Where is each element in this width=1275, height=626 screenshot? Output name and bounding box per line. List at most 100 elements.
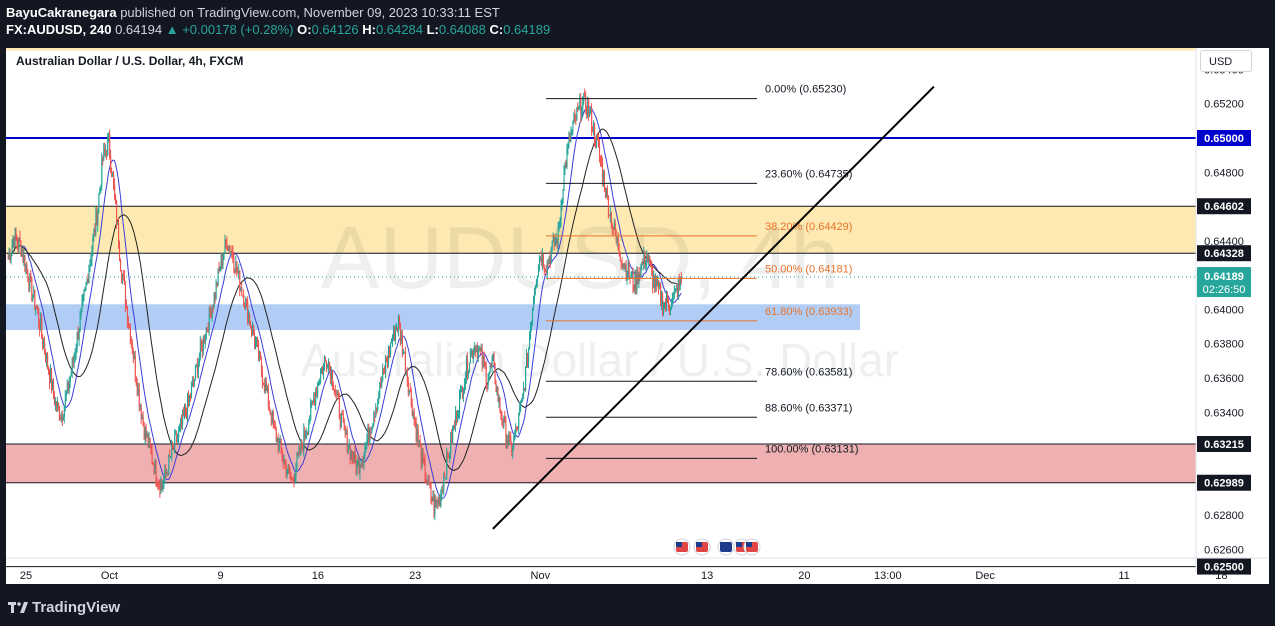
candle-body [569,136,571,141]
candle-body [191,386,193,398]
candle-body [565,163,567,168]
level-label-bg [1197,130,1251,146]
candle [288,463,290,474]
candle-body [129,326,131,343]
candle-body [433,496,435,514]
candle-body [485,366,487,385]
candle [397,314,400,337]
candle [436,499,438,509]
candle [299,443,301,455]
candle-body [552,236,554,241]
candle [649,255,651,265]
candle-body [13,240,15,247]
candle [327,358,330,374]
candle [640,263,642,278]
candle-body [649,256,651,262]
candle-body [64,395,66,406]
candle [598,138,601,163]
candle-body [445,477,447,479]
candle [292,477,294,483]
candle [44,336,46,355]
author-name[interactable]: BayuCakranegara [6,5,117,20]
event-flag-canton [746,542,752,547]
candle [228,245,230,252]
candle [305,430,307,440]
candle-body [168,455,170,475]
candle-body [72,359,74,362]
candle [281,447,283,462]
candle-body [304,430,306,438]
level-label-bg [1197,245,1251,262]
candle-body [225,239,227,243]
candle [259,351,262,360]
candle [219,266,221,272]
candle-body [224,239,226,253]
zone-yellow [6,206,1196,254]
candle [613,218,615,231]
candle [199,335,201,361]
candle-body [135,376,137,384]
candle [268,400,270,412]
candle [16,234,18,250]
candle-body [620,260,622,264]
candle [190,381,193,399]
candle [103,142,105,162]
candle [325,360,328,372]
candle [11,239,13,256]
candle [213,291,215,309]
candle-body [657,280,659,285]
candle-body [566,149,568,168]
candle [508,431,510,446]
candle [326,363,329,369]
candle [84,286,86,293]
candle [10,252,12,265]
candle-body [18,237,20,247]
candle [7,254,9,260]
price-chart[interactable]: AUDUSD, 4h Australian Dollar / U.S. Doll… [0,42,1275,590]
candle [145,423,147,443]
candle-body [434,499,436,514]
candle-body [162,486,164,489]
candle [242,295,244,298]
candle [570,126,572,143]
candle [483,351,485,368]
candle [109,129,111,160]
candle-body [317,384,319,396]
time-axis[interactable]: 25 Oct 9 16 23 Nov 13 20 13:00 Dec 11 18 [20,570,1228,582]
candle [380,377,382,389]
candle [116,199,118,229]
close-label: C: [489,22,504,37]
candle-body [340,413,342,427]
candle-body [206,327,208,329]
candle [674,287,677,294]
candle [399,322,402,346]
candle-body [533,299,535,308]
candle [51,379,54,391]
candle [548,255,550,265]
symbol-label[interactable]: FX:AUDUSD, 240 [6,22,112,37]
price-tick-label: 0.64000 [1204,304,1244,316]
candle [114,178,116,201]
currency-button[interactable]: USD [1200,50,1252,72]
candle [524,387,526,391]
candle [357,454,359,467]
price-tick-label: 0.65200 [1204,99,1244,111]
candle [675,284,677,292]
candle-body [381,380,383,386]
tradingview-logo[interactable]: TradingView [8,599,120,616]
candle [493,351,495,366]
candle-body [459,394,461,415]
candle [470,348,472,358]
publish-line: BayuCakranegara published on TradingView… [6,5,500,20]
candle [410,387,412,408]
candle [396,327,399,333]
economic-events[interactable] [673,538,761,556]
level-label-bg [1197,474,1251,491]
candle-body [416,428,418,440]
candle [233,251,235,274]
candle-body [53,381,55,395]
candle-body [502,421,504,425]
candle [289,466,291,480]
candle [452,425,454,445]
price-axis[interactable]: 0.654000.652000.648000.644000.640000.638… [1204,64,1244,556]
